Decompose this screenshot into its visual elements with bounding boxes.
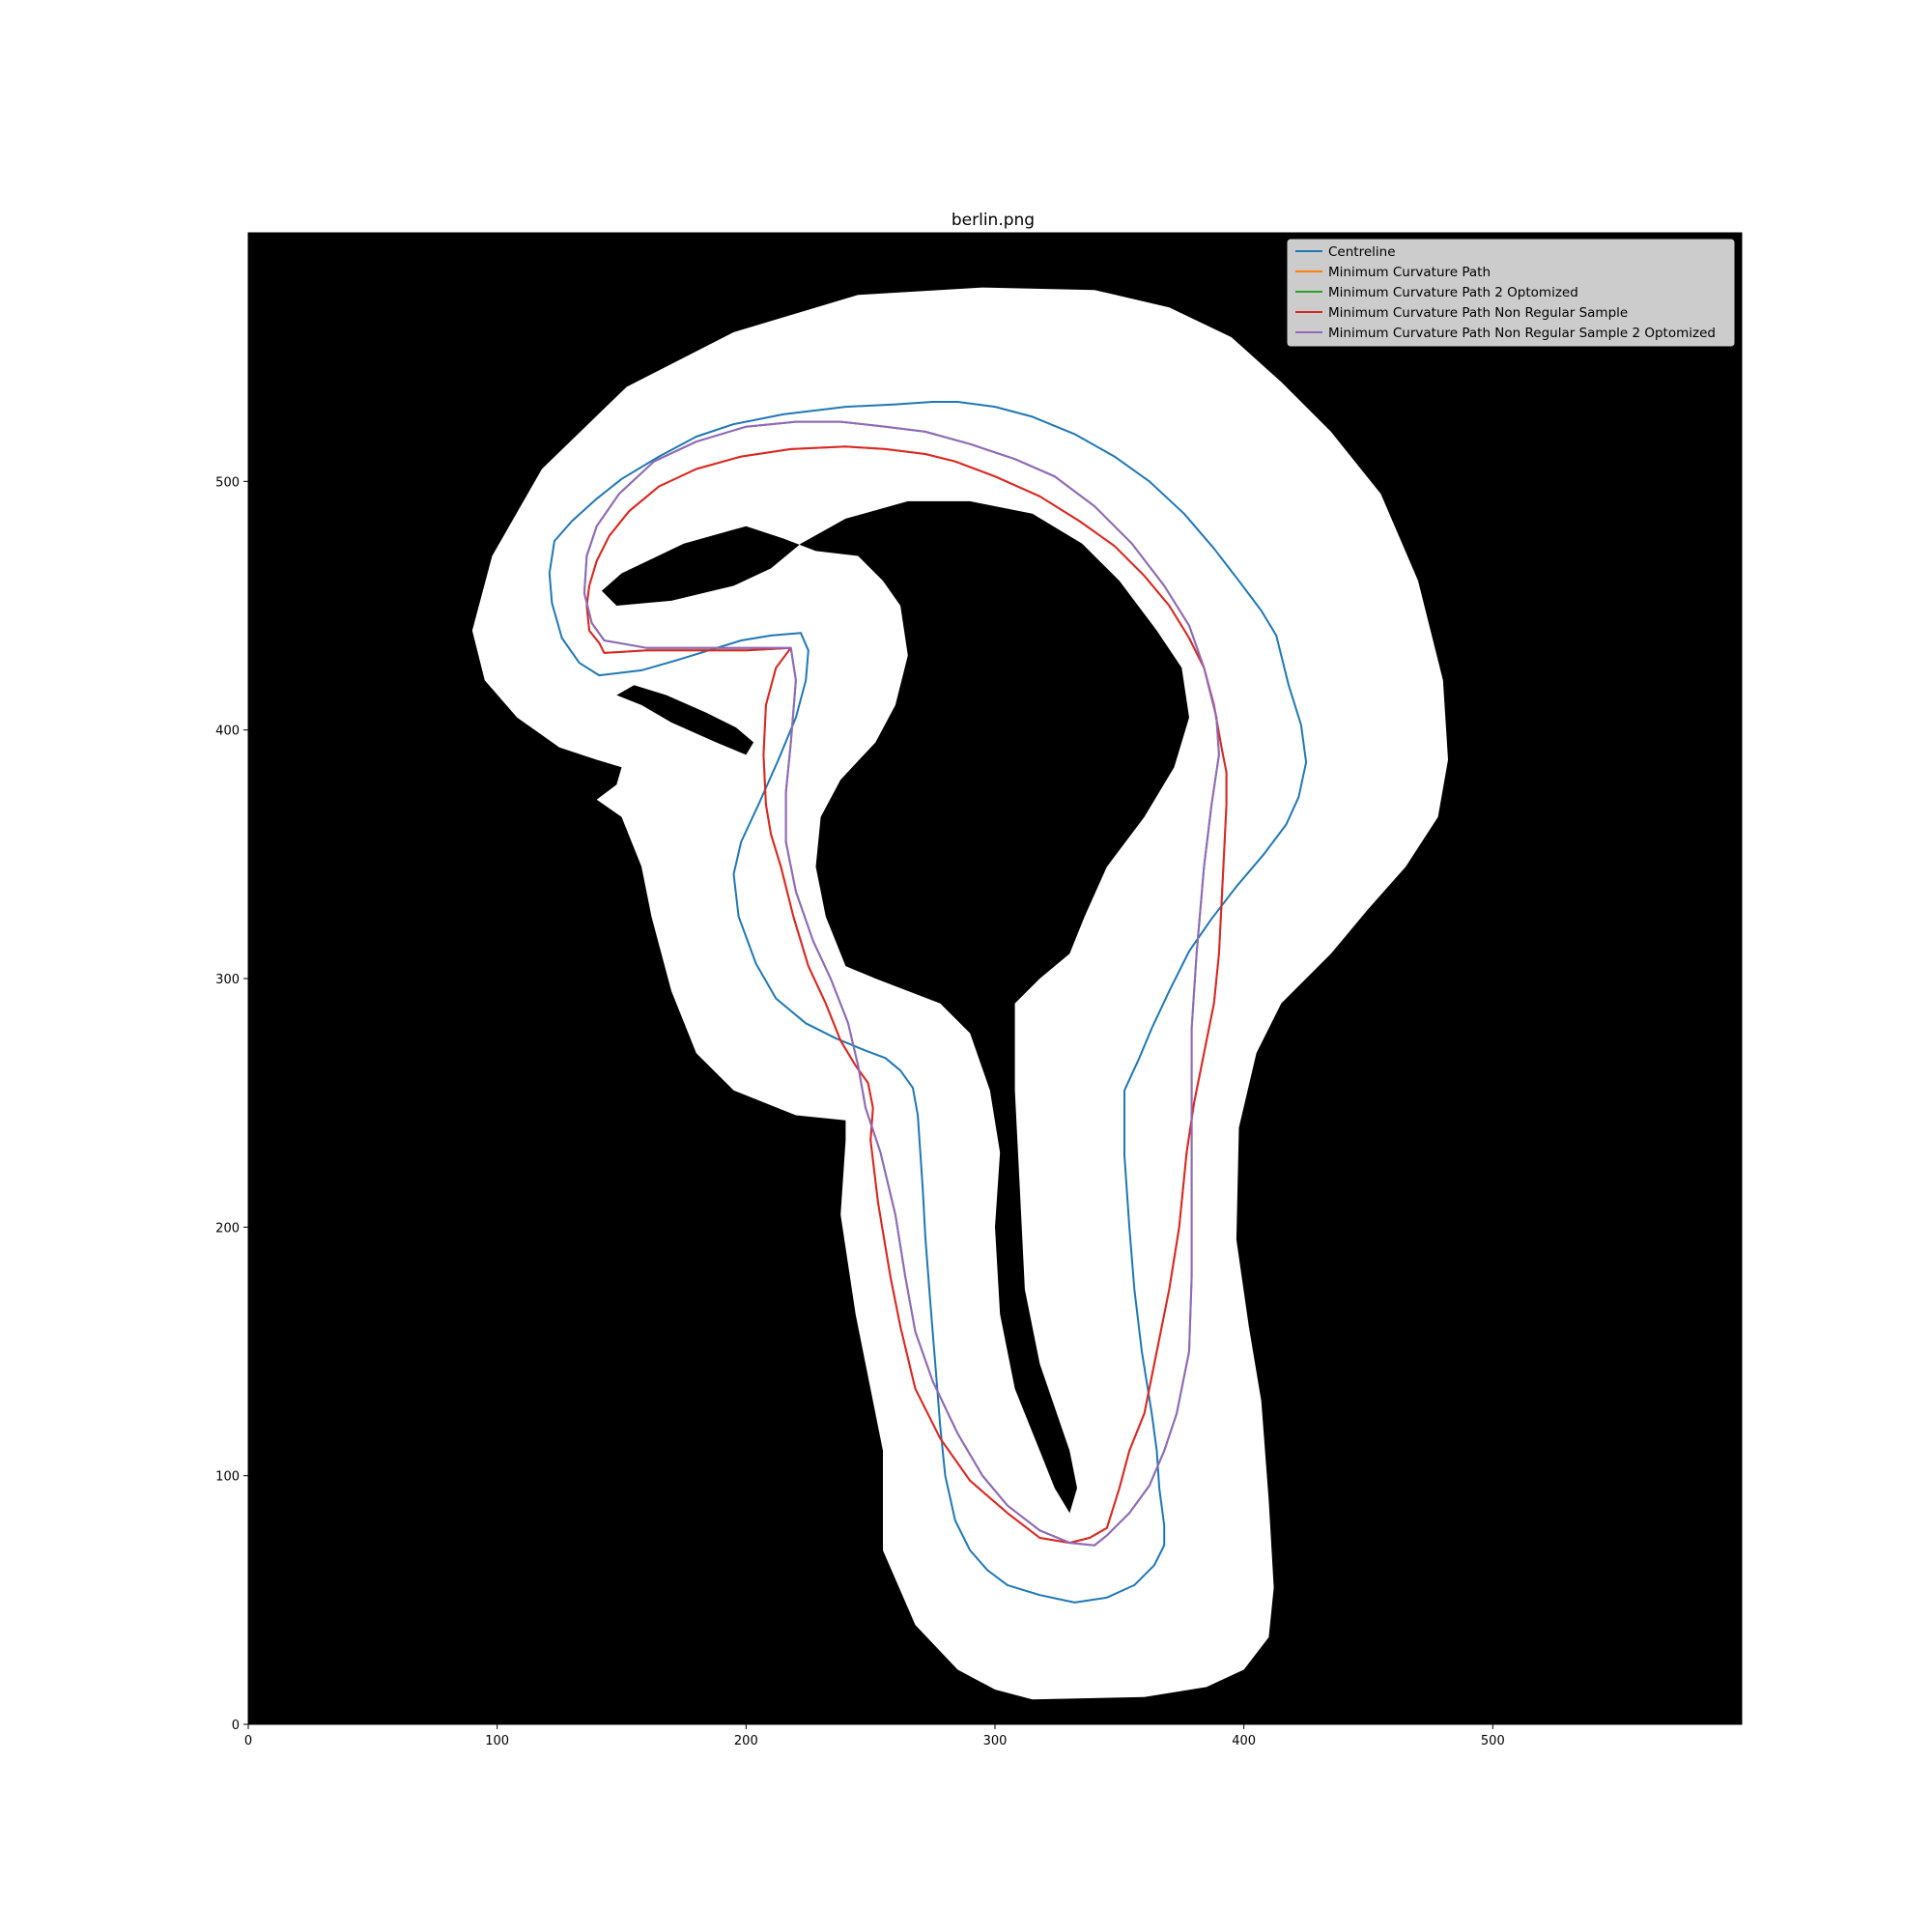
legend-label: Minimum Curvature Path Non Regular Sampl… (1328, 305, 1628, 321)
x-axis: 0 100 200 300 400 500 (244, 1724, 1505, 1748)
legend: Centreline Minimum Curvature Path Minimum … (1287, 239, 1735, 347)
x-tick-label: 400 (1232, 1734, 1256, 1748)
legend-label: Centreline (1328, 244, 1396, 260)
legend-label: Minimum Curvature Path (1328, 265, 1491, 280)
legend-entries: Centreline Minimum Curvature Path Minimum … (1295, 244, 1716, 341)
y-axis: 0 100 200 300 400 500 (215, 475, 248, 1733)
legend-label: Minimum Curvature Path Non Regular Sampl… (1328, 326, 1716, 341)
series-layer (548, 401, 1308, 1604)
x-tick-label: 100 (485, 1734, 509, 1748)
y-tick-label: 0 (232, 1719, 240, 1733)
track-infield-pocket (616, 685, 754, 755)
y-tick-label: 300 (215, 973, 240, 987)
series-line-4 (582, 420, 1220, 1547)
x-tick-label: 0 (244, 1734, 252, 1748)
x-tick-label: 500 (1481, 1734, 1505, 1748)
y-tick-label: 500 (215, 475, 240, 490)
x-tick-label: 200 (734, 1734, 758, 1748)
y-tick-label: 400 (215, 724, 240, 739)
track-surface (471, 287, 1448, 1700)
legend-label: Minimum Curvature Path 2 Optomized (1328, 285, 1578, 300)
series-line-0 (548, 401, 1308, 1604)
legend-box (1287, 239, 1735, 347)
x-tick-label: 300 (983, 1734, 1008, 1748)
plot-area (248, 233, 1742, 1724)
chart-title: berlin.png (952, 211, 1035, 230)
y-tick-label: 100 (215, 1470, 240, 1485)
y-tick-label: 200 (215, 1221, 240, 1236)
